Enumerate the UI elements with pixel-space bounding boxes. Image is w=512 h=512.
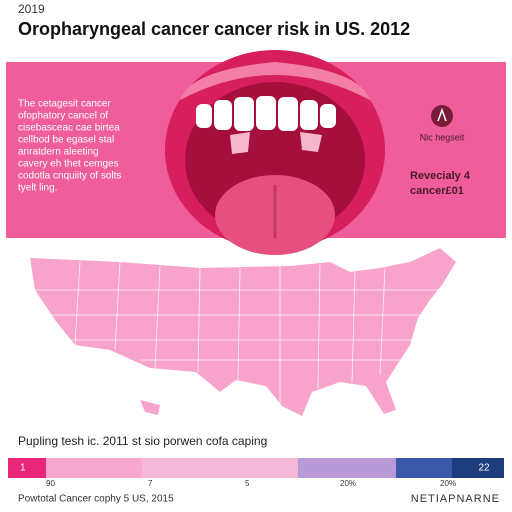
description-line: tyelt ling. (18, 183, 57, 194)
year: 2019 (18, 2, 45, 16)
scale-end: 22 (478, 463, 490, 474)
description-line: cavery eh thet cemges (18, 159, 119, 170)
description-line: cellbod be egasel stal (18, 135, 114, 146)
scale-tick: 20% (340, 479, 356, 488)
icon-label: Nic hegseit (420, 132, 465, 142)
side-text: Revecialy 4 (410, 170, 471, 182)
scale-start: 1 (20, 463, 26, 474)
icon-glyph (437, 107, 447, 122)
description-line: codotla cnquiity of solts (18, 171, 121, 182)
description-line: cisebasceac cae birtea (18, 123, 120, 134)
legend-title: Pupling tesh ic. 2011 st sio porwen cofa… (18, 434, 267, 448)
description-line: anratdern aleeting (18, 147, 99, 158)
icon (431, 105, 453, 127)
scale-tick: 5 (245, 479, 250, 488)
description-line: ofophatory cancel of (18, 111, 108, 122)
footer-brand: NETIAPNARNE (411, 493, 500, 505)
footer-source: Powtotal Cancer cophy 5 US, 2015 (18, 494, 174, 505)
scale-tick: 90 (46, 479, 55, 488)
side-text: cancer£01 (410, 185, 464, 197)
title: Oropharyngeal cancer cancer risk in US. … (18, 19, 410, 39)
description-line: The cetagesit cancer (18, 99, 111, 110)
color-scale (8, 458, 504, 478)
scale-tick: 7 (148, 479, 153, 488)
mouth-illustration (165, 50, 385, 255)
scale-tick: 20% (440, 479, 456, 488)
us-map (30, 248, 456, 416)
